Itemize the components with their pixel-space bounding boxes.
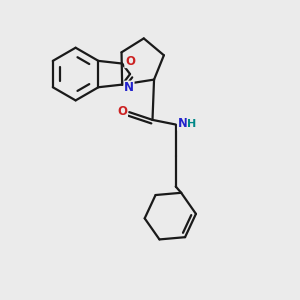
Text: O: O (125, 55, 135, 68)
Text: O: O (117, 105, 128, 118)
Text: N: N (178, 117, 188, 130)
Text: H: H (187, 118, 196, 129)
Text: N: N (124, 81, 134, 94)
